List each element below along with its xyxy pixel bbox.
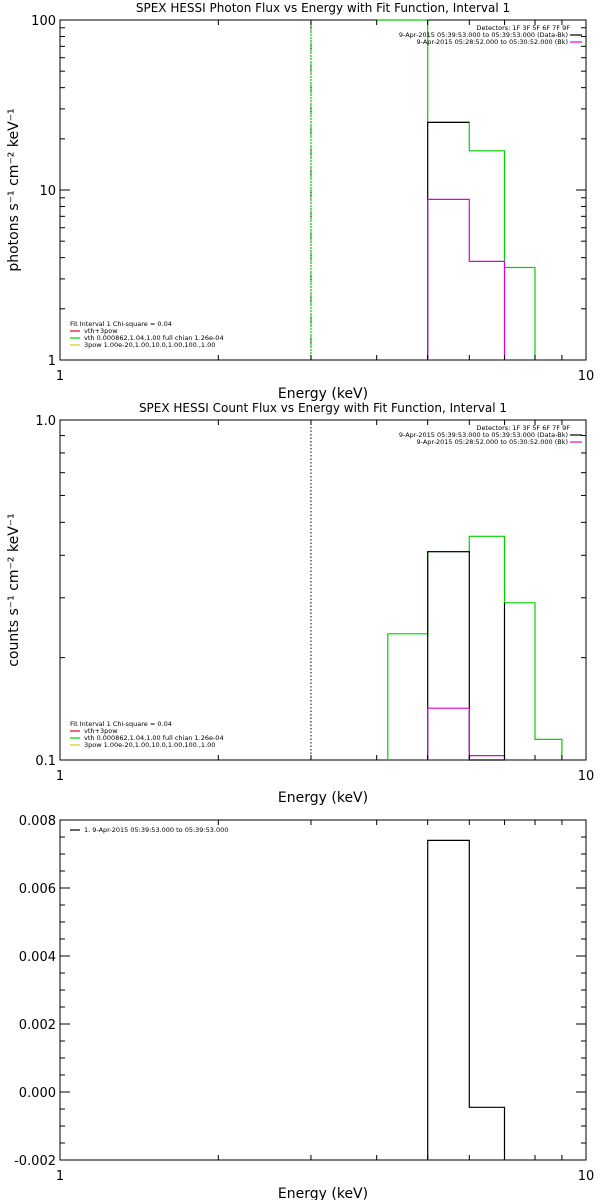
legend-detectors: Detectors: 1F 3F 5F 6F 7F 9F bbox=[476, 424, 570, 432]
panel-photon-flux: SPEX HESSI Photon Flux vs Energy with Fi… bbox=[6, 1, 594, 402]
series-line-black-0 bbox=[427, 839, 506, 1160]
legend-entry-text: 9-Apr-2015 05:28:52.000 to 05:30:52.000 … bbox=[417, 38, 568, 46]
x-tick-label: 1 bbox=[56, 1169, 64, 1184]
x-axis-label-3: Energy (keV) bbox=[278, 1186, 368, 1200]
panel-1-clip bbox=[310, 19, 536, 360]
chart-title-2: SPEX HESSI Count Flux vs Energy with Fit… bbox=[139, 401, 507, 415]
y-tick-label: 0.004 bbox=[19, 950, 56, 965]
legend-entry-text: 9-Apr-2015 05:39:53.000 to 05:39:53.000 … bbox=[399, 431, 568, 439]
series-line-magenta-2 bbox=[427, 707, 506, 760]
plot-frame-1 bbox=[59, 19, 587, 361]
x-tick-label: 10 bbox=[578, 1169, 595, 1184]
x-axis-label-2: Energy (keV) bbox=[278, 790, 368, 806]
legend-entry-text: 3pow 1.00e-20,1.00,10.0,1.00,100.,1.00 bbox=[84, 741, 215, 749]
legend-entry-text: 9-Apr-2015 05:28:52.000 to 05:30:52.000 … bbox=[417, 438, 568, 446]
y-tick-label: 1.0 bbox=[35, 414, 56, 429]
y-tick-label: 0.000 bbox=[19, 1086, 56, 1101]
panel-2-ticks: 1 10 0.1 1.0 bbox=[35, 414, 594, 784]
series-line-black-1 bbox=[427, 551, 506, 761]
panel-2-marks bbox=[310, 420, 563, 761]
legend-fit-header: Fit Interval 1 Chi-square = 0.04 bbox=[70, 320, 172, 328]
y-tick-label: 10 bbox=[39, 184, 56, 199]
panel-1-ticks: 1 10 1 10 100 bbox=[31, 14, 594, 384]
x-tick-label: 10 bbox=[578, 369, 595, 384]
legend-detectors: Detectors: 1F 3F 5F 6F 7F 9F bbox=[476, 24, 570, 32]
series-line-black-2 bbox=[427, 121, 470, 360]
y-tick-label: 0.008 bbox=[19, 814, 56, 829]
y-axis-label-1: photons s⁻¹ cm⁻² keV⁻¹ bbox=[6, 108, 22, 271]
y-tick-label: 100 bbox=[31, 14, 56, 29]
x-tick-label: 1 bbox=[56, 369, 64, 384]
y-tick-label: 0.002 bbox=[19, 1018, 56, 1033]
legend-entry-text: vth 0.000862,1.04,1.00 full chian 1.26e-… bbox=[84, 734, 224, 742]
y-tick-label: 0.006 bbox=[19, 882, 56, 897]
y-tick-label: 0.1 bbox=[35, 754, 56, 769]
legend-entry-text: vth+3pow bbox=[84, 327, 118, 335]
x-tick-label: 1 bbox=[56, 769, 64, 784]
series-line-green-1 bbox=[376, 19, 536, 360]
y-tick-label: 1 bbox=[48, 354, 56, 369]
y-axis-label-2: counts s⁻¹ cm⁻² keV⁻¹ bbox=[6, 513, 22, 667]
panel-3-marks bbox=[427, 839, 506, 1160]
panel-1-legends: Detectors: 1F 3F 5F 6F 7F 9F9-Apr-2015 0… bbox=[70, 24, 582, 349]
series-line-magenta-3 bbox=[427, 198, 506, 360]
x-axis-label-1: Energy (keV) bbox=[278, 386, 368, 402]
panel-2-legends: Detectors: 1F 3F 5F 6F 7F 9F9-Apr-2015 0… bbox=[70, 424, 582, 749]
legend-fit-header: Fit Interval 1 Chi-square = 0.04 bbox=[70, 720, 172, 728]
chart-title-1: SPEX HESSI Photon Flux vs Energy with Fi… bbox=[136, 1, 510, 15]
legend-entry-text: 9-Apr-2015 05:39:53.000 to 05:39:53.000 … bbox=[399, 31, 568, 39]
panel-3-legends: 1. 9-Apr-2015 05:39:53.000 to 05:39:53.0… bbox=[70, 826, 228, 834]
panel-3-ticks: 1 10 -0.002 0.000 0.002 0.004 0.006 0.008 bbox=[14, 814, 594, 1184]
y-tick-label: -0.002 bbox=[14, 1154, 56, 1169]
legend-entry-text: vth+3pow bbox=[84, 727, 118, 735]
legend-entry-text: vth 0.000862,1.04,1.00 full chian 1.26e-… bbox=[84, 334, 224, 342]
panel-residuals: 1 10 -0.002 0.000 0.002 0.004 0.006 0.008 Energ… bbox=[14, 814, 594, 1200]
plot-frame-3 bbox=[59, 819, 587, 1161]
panel-count-flux: SPEX HESSI Count Flux vs Energy with Fit… bbox=[6, 401, 594, 806]
legend-entry-text: 3pow 1.00e-20,1.00,10.0,1.00,100.,1.00 bbox=[84, 341, 215, 349]
plot-frame-2 bbox=[59, 419, 587, 761]
series-line-green-0 bbox=[387, 535, 563, 760]
x-tick-label: 10 bbox=[578, 769, 595, 784]
legend-entry-text: 1. 9-Apr-2015 05:39:53.000 to 05:39:53.0… bbox=[84, 826, 228, 834]
